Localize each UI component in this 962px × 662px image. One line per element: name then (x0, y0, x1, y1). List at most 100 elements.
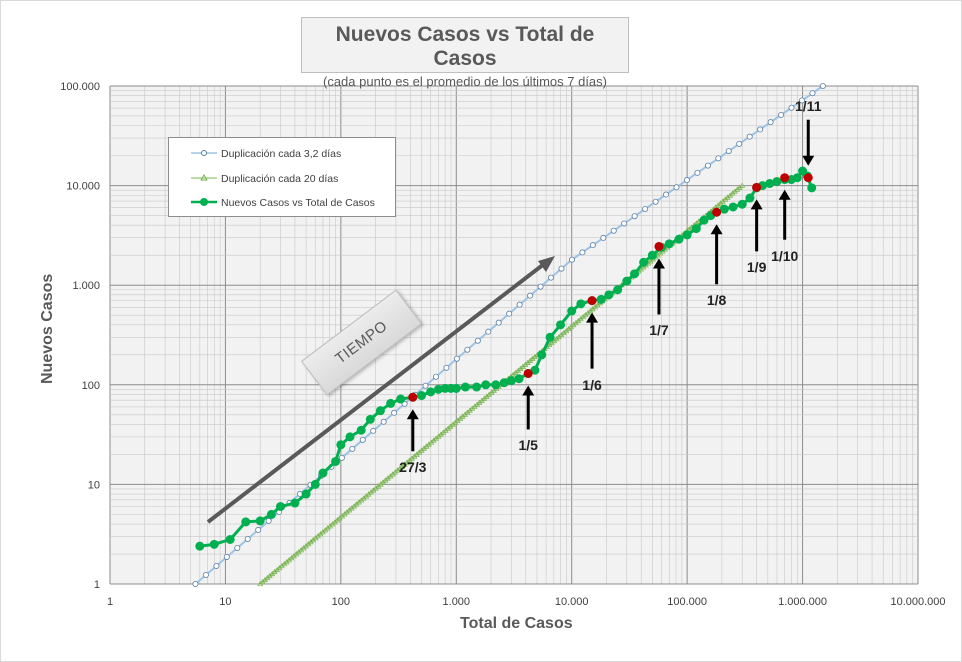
series-point-doubling-3-2 (631, 213, 638, 220)
annotation-label: 1/8 (706, 292, 727, 309)
annotation-label: 1/9 (746, 259, 767, 276)
series-point-doubling-3-2 (683, 177, 690, 184)
series-point-doubling-3-2 (694, 169, 701, 176)
annotation-arrow (406, 409, 419, 452)
y-tick-label: 100 (82, 380, 100, 392)
annotation-label: 1/5 (518, 437, 538, 454)
annotation-arrows (406, 119, 815, 452)
series-point-new-cases (266, 509, 276, 519)
time-arrow-shaft (206, 262, 546, 524)
annotation-arrow (586, 312, 599, 369)
series-point-new-cases (365, 414, 375, 424)
annotation-arrow (652, 258, 665, 315)
highlight-point (523, 368, 533, 378)
series-point-new-cases (807, 183, 817, 193)
series-point-new-cases (537, 350, 547, 360)
series-point-new-cases (530, 365, 540, 375)
series-point-doubling-3-2 (537, 283, 544, 290)
legend-swatch-green-icon (191, 198, 217, 206)
series-point-new-cases (241, 517, 251, 527)
series-point-new-cases (596, 294, 606, 304)
series-point-new-cases (514, 374, 524, 384)
series-point-doubling-3-2 (610, 227, 617, 234)
x-tick-label: 10 (219, 596, 231, 608)
legend-label: Duplicación cada 20 días (221, 173, 339, 185)
legend-item-doubling-20: Duplicación cada 20 días (169, 169, 395, 189)
series-point-new-cases (433, 384, 443, 394)
series-point-doubling-3-2 (725, 148, 732, 155)
highlight-point (654, 241, 664, 251)
series-point-doubling-3-2 (464, 346, 471, 353)
y-tick-label: 10.000 (66, 181, 100, 193)
annotation-arrow (522, 385, 535, 430)
series-point-new-cases (417, 391, 427, 401)
series-point-doubling-3-2 (715, 155, 722, 162)
series-point-doubling-3-2 (527, 292, 534, 299)
series-point-doubling-3-2 (568, 256, 575, 263)
highlight-point (587, 296, 597, 306)
legend-item-new-cases: Nuevos Casos vs Total de Casos (169, 193, 395, 213)
series-point-doubling-3-2 (443, 364, 450, 371)
series-point-doubling-3-2 (359, 436, 366, 443)
series-point-new-cases (772, 176, 782, 186)
series-point-new-cases (375, 406, 385, 416)
series-point-new-cases (719, 204, 729, 214)
series-point-doubling-3-2 (663, 191, 670, 198)
x-axis-title: Total de Casos (460, 615, 573, 632)
x-tick-label: 100.000 (667, 596, 707, 608)
series-point-doubling-3-2 (516, 301, 523, 308)
legend-label: Duplicación cada 3,2 días (221, 148, 342, 160)
annotation-arrow (802, 119, 815, 166)
series-point-new-cases (290, 498, 300, 508)
series-point-doubling-3-2 (548, 274, 555, 281)
series-point-new-cases (792, 173, 802, 183)
annotation-arrow (750, 199, 763, 252)
series-point-doubling-3-2 (746, 133, 753, 140)
series-point-doubling-3-2 (485, 328, 492, 335)
highlight-point (752, 182, 762, 192)
series-point-new-cases (737, 199, 747, 209)
series-point-new-cases (639, 257, 649, 267)
y-axis-title: Nuevos Casos (39, 273, 56, 384)
series-point-doubling-3-2 (621, 220, 628, 227)
series-point-new-cases (728, 202, 738, 212)
series-point-new-cases (622, 276, 632, 286)
annotation-label: 27/3 (399, 459, 427, 476)
series-point-doubling-3-2 (234, 544, 241, 551)
series-point-new-cases (745, 193, 755, 203)
series-point-new-cases (472, 382, 482, 392)
series-point-doubling-3-2 (652, 198, 659, 205)
series-point-new-cases (699, 215, 709, 225)
series-point-new-cases (310, 479, 320, 489)
legend-swatch-lightgreen-icon (191, 174, 217, 181)
series-point-new-cases (396, 394, 406, 404)
series-point-doubling-3-2 (767, 119, 774, 126)
tick-labels: 1 10 100 1.000 10.000 100.000 1.000.000 10.000.… (60, 81, 945, 608)
x-tick-label: 100 (332, 596, 350, 608)
time-arrow-head (538, 256, 555, 272)
series-line-new-cases (199, 169, 814, 548)
series-point-new-cases (356, 425, 366, 435)
y-tick-label: 100.000 (60, 81, 100, 93)
annotation-arrow (778, 189, 791, 240)
series-layer (192, 83, 826, 588)
x-tick-label: 1.000 (443, 596, 471, 608)
series-point-doubling-3-2 (778, 111, 785, 118)
series-point-doubling-3-2 (558, 265, 565, 272)
legend-item-doubling-3-2: Duplicación cada 3,2 días (169, 144, 395, 164)
series-point-doubling-3-2 (757, 126, 764, 133)
series-point-new-cases (674, 234, 684, 244)
series-point-doubling-3-2 (819, 83, 826, 90)
series-point-new-cases (255, 516, 265, 526)
series-point-doubling-3-2 (255, 526, 262, 533)
series-point-new-cases (345, 432, 355, 442)
series-point-doubling-3-2 (432, 373, 439, 380)
legend: Duplicación cada 3,2 días Duplicación ca… (168, 137, 396, 217)
series-point-doubling-3-2 (453, 355, 460, 362)
highlight-point (408, 392, 418, 402)
x-tick-label: 10.000 (555, 596, 589, 608)
series-point-doubling-3-2 (244, 535, 251, 542)
series-point-doubling-3-2 (265, 517, 272, 524)
x-tick-label: 1 (107, 596, 113, 608)
series-point-new-cases (276, 501, 286, 511)
